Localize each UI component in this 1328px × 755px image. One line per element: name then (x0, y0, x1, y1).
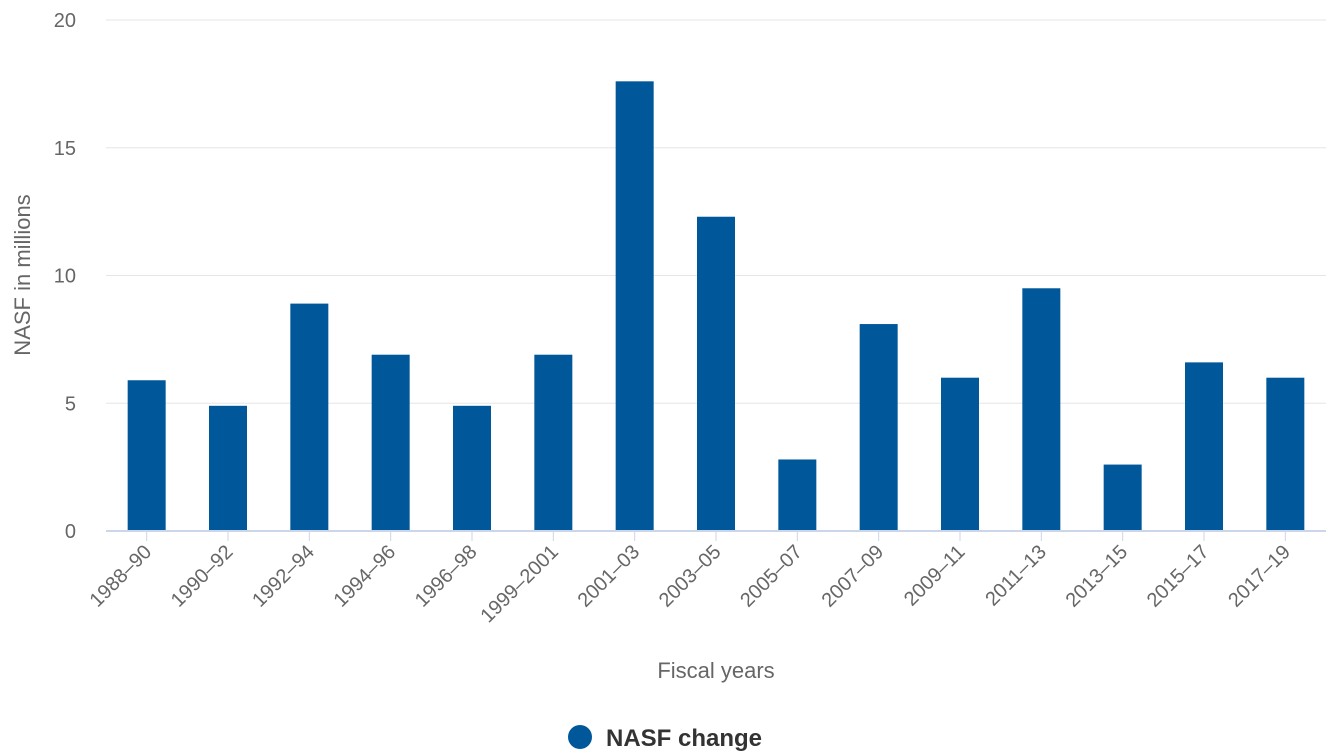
y-tick-label: 0 (65, 521, 76, 543)
bar[interactable] (209, 405, 247, 531)
bars (127, 81, 1305, 532)
x-tick-label: 1996–98 (411, 541, 482, 612)
bar[interactable] (1022, 288, 1061, 531)
x-tick-label: 2009–11 (900, 541, 970, 611)
x-tick-label: 2011–13 (981, 541, 1051, 611)
x-tick-label: 2013–15 (1062, 541, 1133, 612)
x-tick-label: 1994–96 (330, 541, 401, 612)
bar[interactable] (615, 81, 654, 531)
bar[interactable] (1266, 377, 1305, 531)
x-tick-label: 1999–2001 (477, 541, 563, 627)
bar[interactable] (453, 405, 491, 531)
x-tick-label: 1988–90 (86, 541, 157, 612)
bar[interactable] (127, 380, 166, 531)
x-tick-label: 2015–17 (1143, 541, 1214, 612)
bar[interactable] (371, 354, 410, 531)
legend[interactable]: NASF change (568, 725, 762, 752)
x-tick-label: 2005–07 (736, 541, 807, 612)
x-tick-label: 2001–03 (574, 541, 645, 612)
x-tick-label: 1990–92 (167, 541, 238, 612)
x-axis-title: Fiscal years (657, 658, 774, 683)
legend-marker-icon (568, 725, 592, 749)
y-tick-label: 15 (54, 138, 76, 160)
x-tick-label: 2017–19 (1224, 541, 1295, 612)
bar[interactable] (859, 324, 898, 531)
bar[interactable] (941, 377, 979, 531)
x-axis-ticks: 1988–90 1990–92 1992–94 1994–96 1996–981999–… (86, 531, 1295, 627)
legend-label: NASF change (606, 725, 762, 752)
y-axis-title: NASF in millions (10, 194, 35, 355)
x-tick-label: 1992–94 (248, 541, 319, 612)
bar[interactable] (290, 303, 329, 531)
bar[interactable] (1103, 464, 1142, 531)
bar[interactable] (778, 459, 817, 531)
y-axis-ticks: 0 5 10 15 20 (54, 10, 76, 543)
x-tick-label: 2007–09 (818, 541, 889, 612)
bar[interactable] (697, 216, 735, 532)
y-tick-label: 10 (54, 266, 76, 288)
y-tick-label: 20 (54, 10, 76, 32)
bar[interactable] (534, 354, 573, 531)
x-tick-label: 2003–05 (655, 541, 726, 612)
y-tick-label: 5 (65, 393, 76, 415)
bar[interactable] (1185, 362, 1223, 531)
